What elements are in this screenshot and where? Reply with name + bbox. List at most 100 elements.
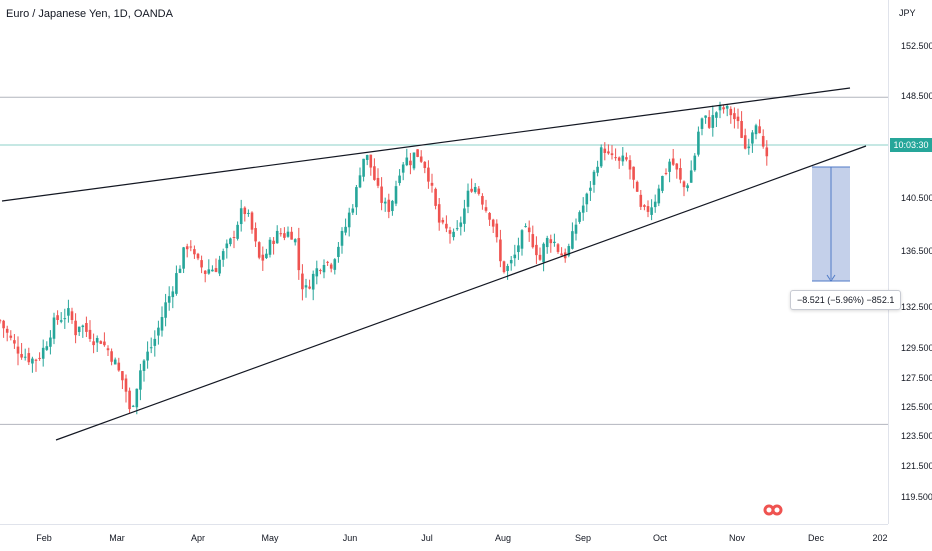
candle-body xyxy=(730,109,733,115)
candle-body xyxy=(193,249,196,254)
candle-body xyxy=(506,266,509,271)
candle-body xyxy=(744,135,747,148)
candle-body xyxy=(200,260,203,267)
candle-body xyxy=(294,239,297,242)
candle-body xyxy=(661,176,664,191)
candle-body xyxy=(485,207,488,211)
candle-body xyxy=(352,209,355,213)
price-tick-label: 129.500 xyxy=(901,343,932,353)
candle-body xyxy=(92,341,95,345)
candle-body xyxy=(755,125,758,134)
candle-body xyxy=(686,185,689,188)
candle-body xyxy=(607,151,610,153)
price-axis[interactable]: JPY 152.500148.500144.500140.500136.5001… xyxy=(888,0,932,524)
candle-body xyxy=(733,113,736,119)
candle-body xyxy=(67,308,70,316)
candle-body xyxy=(434,189,437,206)
candle-body xyxy=(157,328,160,336)
candle-body xyxy=(280,233,283,234)
candle-body xyxy=(719,106,722,111)
candle-body xyxy=(413,153,416,169)
candle-body xyxy=(618,157,621,160)
candle-body xyxy=(539,255,542,260)
candle-body xyxy=(499,240,502,262)
candle-body xyxy=(42,348,45,359)
candle-body xyxy=(341,231,344,246)
time-tick-label: Jul xyxy=(421,533,433,543)
candle-body xyxy=(283,233,286,238)
candle-body xyxy=(690,170,693,182)
candle-body xyxy=(71,311,74,320)
candle-body xyxy=(74,321,77,335)
candle-body xyxy=(60,320,63,322)
candle-body xyxy=(708,117,711,128)
candle-body xyxy=(492,220,495,227)
candle-body xyxy=(89,330,92,339)
candle-body xyxy=(524,226,527,227)
candle-body xyxy=(636,182,639,192)
candle-body xyxy=(496,224,499,238)
time-tick-label: Dec xyxy=(808,533,824,543)
candle-body xyxy=(701,118,704,129)
candle-body xyxy=(542,244,545,262)
candle-body xyxy=(672,159,675,165)
candle-body xyxy=(683,181,686,187)
time-tick-label: Sep xyxy=(575,533,591,543)
candle-body xyxy=(758,126,761,133)
candle-body xyxy=(470,189,473,192)
candle-body xyxy=(168,296,171,303)
candle-body xyxy=(46,346,49,350)
candle-body xyxy=(478,189,481,194)
candle-body xyxy=(172,291,175,297)
candle-body xyxy=(503,261,506,272)
candle-body xyxy=(211,270,214,272)
candle-body xyxy=(629,160,632,169)
candle-body xyxy=(449,230,452,234)
candle-body xyxy=(532,234,535,247)
measure-label: −8.521 (−5.96%) −852.1 xyxy=(790,290,901,310)
candle-body xyxy=(269,240,272,255)
candle-body xyxy=(247,213,250,214)
candle-body xyxy=(136,389,139,408)
candle-body xyxy=(748,146,751,148)
price-tick-label: 152.500 xyxy=(901,41,932,51)
candle-body xyxy=(348,213,351,228)
price-chart[interactable] xyxy=(0,0,888,524)
candle-body xyxy=(452,232,455,237)
candle-body xyxy=(20,354,23,358)
time-tick-label: Jun xyxy=(343,533,358,543)
candle-body xyxy=(395,186,398,203)
candle-body xyxy=(179,269,182,273)
tradingview-logo-icon xyxy=(763,501,783,519)
candle-body xyxy=(589,188,592,191)
candle-body xyxy=(517,245,520,252)
candle-body xyxy=(751,132,754,143)
candle-body xyxy=(582,206,585,213)
candle-body xyxy=(726,106,729,109)
candle-body xyxy=(298,238,301,270)
candle-body xyxy=(370,155,373,168)
candle-body xyxy=(427,168,430,182)
candle-body xyxy=(6,329,9,333)
candle-body xyxy=(197,254,200,259)
candle-body xyxy=(550,239,553,243)
candle-body xyxy=(658,189,661,204)
candle-body xyxy=(355,187,358,207)
candle-body xyxy=(114,360,117,365)
time-tick-label: Nov xyxy=(729,533,745,543)
candle-body xyxy=(398,176,401,183)
candle-body xyxy=(625,157,628,159)
candle-body xyxy=(2,321,5,329)
candle-body xyxy=(28,353,31,362)
candle-body xyxy=(456,228,459,229)
candle-body xyxy=(222,251,225,260)
time-axis[interactable]: Feb Mar Apr May Jun Jul Aug Sep Oct Nov Dec 202 xyxy=(0,524,888,551)
candle-body xyxy=(406,158,409,166)
candle-body xyxy=(0,320,1,321)
time-tick-label: Feb xyxy=(36,533,52,543)
candle-body xyxy=(546,238,549,247)
candle-body xyxy=(125,379,128,392)
price-tick-label: 132.500 xyxy=(901,302,932,312)
candle-body xyxy=(175,273,178,294)
candle-body xyxy=(668,162,671,172)
